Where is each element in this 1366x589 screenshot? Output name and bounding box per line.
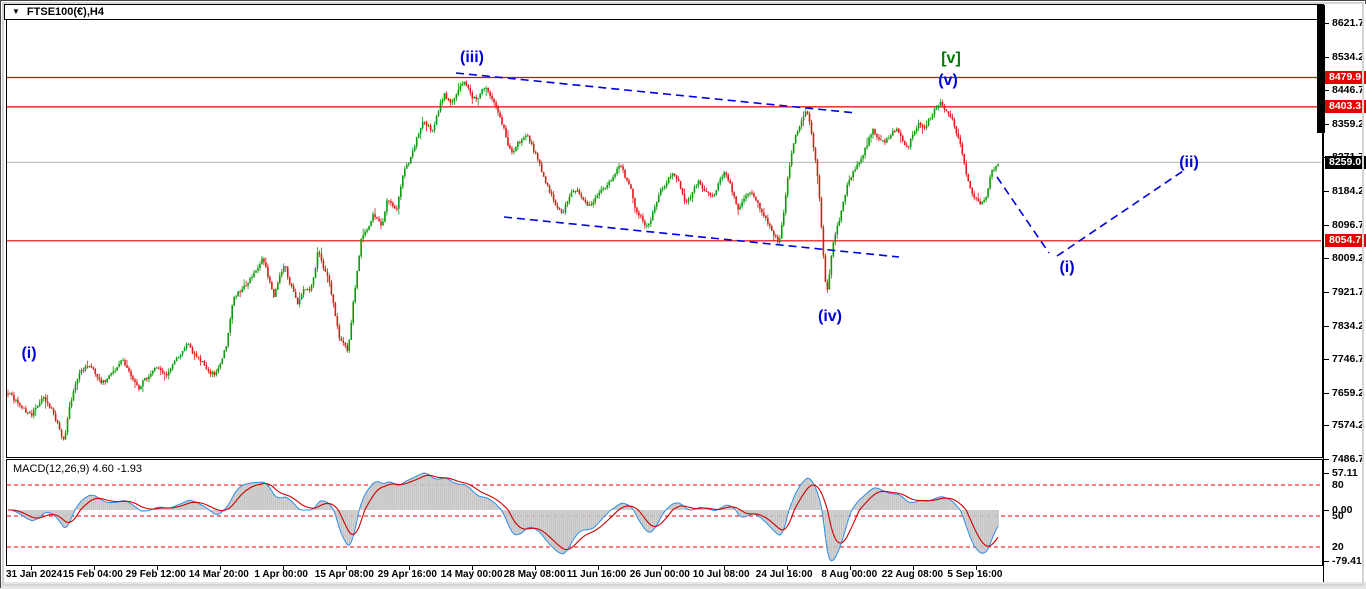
price-tick-label: 8359.2 — [1332, 117, 1365, 130]
price-axis-tick — [1324, 224, 1329, 226]
macd-scale-label: 80 — [1332, 479, 1344, 491]
price-tick-label: 7659.2 — [1332, 386, 1365, 399]
time-axis-tick — [283, 566, 284, 570]
price-line-badge: 8403.3 — [1325, 100, 1366, 114]
wave-label[interactable]: (v) — [938, 72, 958, 89]
time-tick-label: 8 Aug 00:00 — [821, 569, 878, 580]
price-tick-label: 8621.7 — [1332, 17, 1365, 29]
time-axis-tick — [346, 566, 347, 570]
main-chart-area[interactable] — [6, 20, 1323, 458]
wave-label[interactable]: (iv) — [818, 308, 842, 325]
time-axis-tick — [976, 566, 977, 570]
time-tick-label: 29 Feb 12:00 — [125, 569, 186, 580]
chart-title-bar[interactable]: ▼ FTSE100(€),H4 — [4, 4, 1323, 20]
macd-scale-label: 57.11 — [1332, 467, 1358, 479]
wave-label[interactable]: (i) — [21, 345, 37, 362]
time-tick-label: 26 Jun 00:00 — [629, 569, 690, 580]
time-axis-tick — [724, 566, 725, 570]
wave-label[interactable]: (iii) — [460, 49, 484, 66]
price-axis-tick — [1324, 325, 1329, 327]
macd-panel[interactable]: MACD(12,26,9) 4.60 -1.93 — [6, 459, 1323, 566]
time-tick-label: 15 Feb 04:00 — [62, 569, 123, 580]
wave-label[interactable]: (ii) — [1179, 154, 1199, 171]
price-axis-tick — [1324, 123, 1329, 125]
price-axis-tick — [1324, 459, 1329, 460]
macd-scale-label: 0.00 — [1332, 504, 1353, 516]
wave-label[interactable]: [v] — [941, 50, 961, 67]
time-axis[interactable]: 31 Jan 2024 15 Feb 04:00 29 Feb 12:00 14 Ma… — [4, 566, 1323, 582]
price-axis-tick — [1324, 291, 1329, 293]
price-axis-tick — [1324, 56, 1329, 58]
symbol-dropdown-icon[interactable]: ▼ — [12, 7, 20, 16]
time-axis-tick — [94, 566, 95, 570]
time-axis-tick — [850, 566, 851, 570]
time-tick-label: 15 Apr 08:00 — [314, 569, 374, 580]
macd-axis-tick — [1324, 561, 1329, 562]
time-axis-tick — [535, 566, 536, 570]
time-axis-tick — [220, 566, 221, 570]
time-axis-tick — [409, 566, 410, 570]
macd-scale-label: 20 — [1332, 541, 1344, 553]
time-tick-label: 5 Sep 16:00 — [947, 569, 1003, 580]
time-tick-label: 14 Mar 20:00 — [188, 569, 249, 580]
price-axis-tick — [1324, 191, 1329, 193]
time-axis-tick — [157, 566, 158, 570]
price-tick-label: 8009.2 — [1332, 252, 1365, 265]
time-tick-label: 10 Jul 08:00 — [692, 569, 750, 580]
time-axis-tick — [31, 566, 32, 570]
time-tick-label: 14 May 00:00 — [440, 569, 503, 580]
price-axis-tick — [1324, 23, 1329, 24]
price-axis[interactable]: 8621.78534.28446.78359.28271.78184.28096… — [1323, 4, 1366, 582]
macd-indicator-label: MACD(12,26,9) 4.60 -1.93 — [13, 463, 143, 475]
macd-axis-tick — [1324, 510, 1329, 511]
price-tick-label: 8446.7 — [1332, 84, 1365, 97]
time-tick-label: 22 Aug 08:00 — [881, 569, 944, 580]
wave-label[interactable]: (i) — [1059, 259, 1075, 276]
price-tick-label: 7574.2 — [1332, 419, 1365, 432]
time-axis-tick — [787, 566, 788, 570]
price-axis-tick — [1324, 258, 1329, 260]
time-axis-tick — [661, 566, 662, 570]
time-axis-tick — [472, 566, 473, 570]
price-axis-tick — [1324, 90, 1329, 92]
price-axis-tick — [1324, 392, 1329, 394]
price-tick-label: 8534.2 — [1332, 50, 1365, 63]
price-line-badge: 8479.9 — [1325, 70, 1366, 84]
right-edge-marker — [1317, 5, 1325, 133]
macd-axis-tick — [1324, 473, 1329, 474]
price-tick-label: 7921.7 — [1332, 285, 1365, 298]
price-axis-tick — [1324, 425, 1329, 427]
price-tick-label: 7486.7 — [1332, 453, 1365, 465]
time-tick-label: 31 Jan 2024 — [6, 569, 63, 580]
time-tick-label: 28 May 08:00 — [503, 569, 566, 580]
current-price-badge: 8259.0 — [1325, 155, 1366, 169]
macd-scale-label: 50 — [1332, 510, 1344, 522]
time-tick-label: 29 Apr 16:00 — [377, 569, 437, 580]
time-axis-tick — [913, 566, 914, 570]
time-tick-label: 11 Jun 16:00 — [566, 569, 627, 580]
symbol-timeframe-label: FTSE100(€),H4 — [26, 5, 104, 18]
price-tick-label: 8096.7 — [1332, 218, 1365, 231]
price-axis-tick — [1324, 359, 1329, 361]
macd-scale-label: -79.41 — [1332, 555, 1362, 567]
price-tick-label: 8184.2 — [1332, 185, 1365, 198]
price-tick-label: 7834.2 — [1332, 319, 1365, 332]
price-tick-label: 7746.7 — [1332, 353, 1365, 366]
time-tick-label: 1 Apr 00:00 — [254, 569, 308, 580]
time-axis-tick — [598, 566, 599, 570]
price-line-badge: 8054.7 — [1325, 234, 1366, 248]
time-tick-label: 24 Jul 16:00 — [755, 569, 813, 580]
